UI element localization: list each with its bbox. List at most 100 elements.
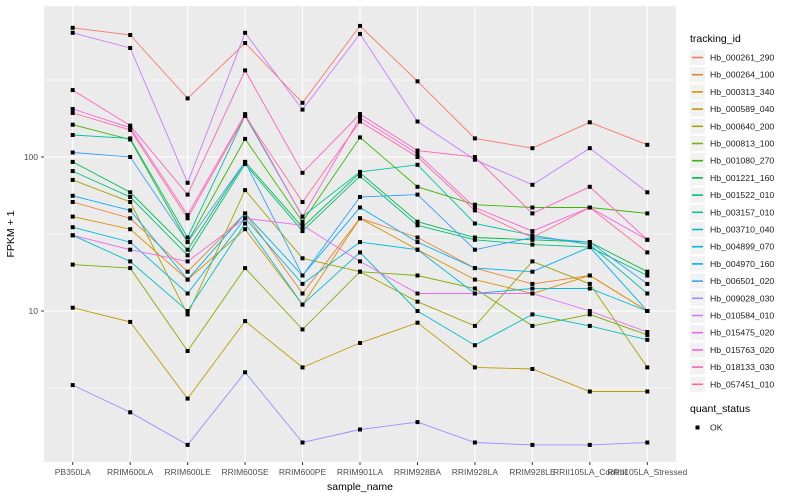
data-point-marker	[645, 337, 650, 342]
data-point-marker	[645, 330, 650, 334]
legend-item-Hb_004899_070: Hb_004899_070	[690, 239, 774, 255]
legend-item-Hb_000589_040: Hb_000589_040	[690, 101, 774, 117]
legend-item-Hb_006501_020: Hb_006501_020	[690, 273, 774, 289]
data-point-marker	[243, 41, 248, 45]
data-point-marker	[300, 440, 305, 445]
data-point-marker	[645, 309, 650, 313]
legend-item-Hb_000264_100: Hb_000264_100	[690, 67, 774, 83]
data-point-marker	[587, 323, 592, 328]
data-point-marker	[185, 349, 190, 353]
x-tick-label: RRIM928LE	[509, 467, 556, 477]
data-point-marker	[415, 148, 420, 153]
data-point-marker	[358, 250, 362, 255]
data-point-marker	[587, 312, 592, 317]
data-point-marker	[472, 343, 477, 348]
data-point-marker	[358, 216, 362, 221]
legend2-title: quant_status	[690, 403, 750, 415]
data-point-marker	[185, 442, 190, 447]
data-point-marker	[358, 119, 362, 124]
data-point-marker	[358, 31, 362, 36]
data-point-marker	[530, 442, 535, 447]
legend-item-label: Hb_010584_010	[710, 311, 774, 321]
data-point-marker	[70, 305, 75, 310]
data-point-marker	[645, 190, 650, 195]
data-point-marker	[415, 119, 420, 124]
legend-item-label: Hb_000813_100	[710, 139, 774, 149]
data-point-marker	[645, 273, 650, 278]
data-point-marker	[185, 259, 190, 264]
data-point-marker	[70, 25, 75, 30]
data-point-marker	[415, 219, 420, 224]
data-point-marker	[415, 192, 420, 197]
data-point-marker	[358, 135, 362, 140]
data-point-marker	[472, 247, 477, 252]
x-tick-label: RRIM928LA	[452, 467, 499, 477]
data-point-marker	[128, 319, 133, 324]
data-point-marker	[645, 237, 650, 242]
legend-item-label: Hb_006501_020	[710, 276, 774, 286]
data-point-marker	[70, 233, 75, 238]
data-point-marker	[472, 136, 477, 141]
data-point-marker	[358, 341, 362, 345]
data-point-marker	[70, 107, 75, 111]
data-point-marker	[128, 190, 133, 195]
data-point-marker	[415, 309, 420, 313]
data-point-marker	[587, 273, 592, 278]
data-point-marker	[645, 281, 650, 286]
data-point-marker	[70, 88, 75, 93]
data-point-marker	[300, 256, 305, 261]
legend-item-Hb_009028_030: Hb_009028_030	[690, 290, 774, 306]
data-point-marker	[645, 365, 650, 370]
data-point-marker	[300, 365, 305, 370]
legend-tracking-id: tracking_id Hb_000261_290 Hb_000264_100 Hb…	[690, 33, 774, 392]
legend-item-label: Hb_001080_270	[710, 156, 774, 166]
data-point-marker	[70, 169, 75, 174]
x-tick-label: RRIM928BA	[394, 467, 442, 477]
data-point-marker	[415, 273, 420, 278]
legend-item-label: Hb_009028_030	[710, 293, 774, 303]
data-point-marker	[472, 208, 477, 213]
data-point-marker	[472, 235, 477, 240]
legend-item-Hb_001221_160: Hb_001221_160	[690, 170, 774, 186]
legend-item-Hb_000813_100: Hb_000813_100	[690, 136, 774, 151]
data-point-marker	[530, 367, 535, 371]
data-point-marker	[128, 216, 133, 221]
data-point-marker	[358, 169, 362, 174]
data-point-marker	[70, 177, 75, 182]
data-point-marker	[587, 205, 592, 210]
data-point-marker	[530, 281, 535, 286]
x-tick-label: RRIM901LA	[337, 467, 384, 477]
data-point-marker	[415, 162, 420, 167]
data-point-marker	[128, 240, 133, 245]
data-point-marker	[645, 142, 650, 147]
data-point-marker	[185, 396, 190, 401]
data-point-marker	[243, 227, 248, 232]
legend-item-label: Hb_003157_010	[710, 207, 774, 217]
data-point-marker	[358, 269, 362, 274]
legend-key-square-marker	[695, 425, 700, 430]
data-point-marker	[587, 245, 592, 250]
data-point-marker	[645, 440, 650, 445]
data-point-marker	[243, 113, 248, 118]
data-point-marker	[530, 242, 535, 247]
legend-quant-status: quant_status OK	[690, 403, 750, 435]
data-point-marker	[472, 323, 477, 328]
data-point-marker	[243, 319, 248, 324]
series-point-markers	[70, 23, 650, 447]
legend-item-Hb_004970_160: Hb_004970_160	[690, 256, 774, 272]
data-point-marker	[587, 120, 592, 125]
data-point-marker	[128, 155, 133, 159]
data-point-marker	[472, 237, 477, 242]
data-point-marker	[300, 219, 305, 224]
data-point-marker	[128, 123, 133, 128]
data-point-marker	[415, 79, 420, 84]
data-point-marker	[645, 269, 650, 274]
data-point-marker	[243, 188, 248, 193]
legend-item-label: Hb_001522_010	[710, 190, 774, 200]
data-point-marker	[645, 250, 650, 255]
data-point-marker	[185, 213, 190, 217]
data-point-marker	[530, 229, 535, 234]
data-point-marker	[185, 291, 190, 296]
data-point-marker	[472, 202, 477, 207]
data-point-marker	[300, 327, 305, 332]
